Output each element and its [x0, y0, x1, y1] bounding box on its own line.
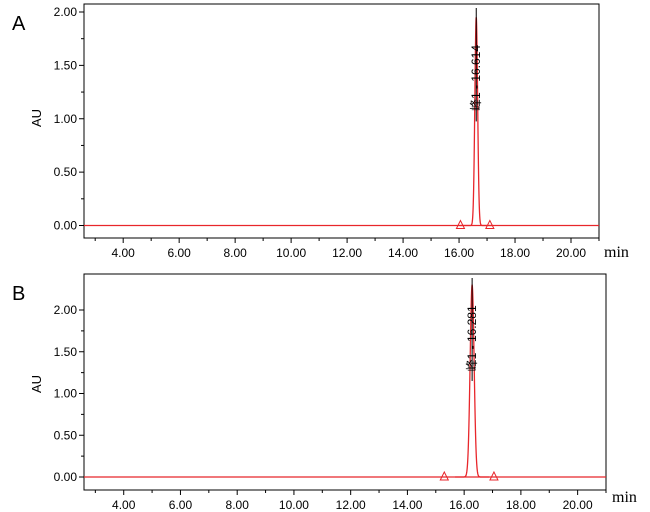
x-tick-label: 18.00 — [506, 498, 536, 512]
chromatogram-panel-a: A 0.00 0.50 1.00 1.50 2.00 4.00 6.00 8.00 10.00 12… — [12, 3, 629, 261]
x-tick-label: 12.00 — [336, 498, 366, 512]
y-tick-label: 1.00 — [54, 387, 78, 401]
plot-frame — [83, 273, 607, 491]
y-tick-label: 0.00 — [54, 219, 78, 233]
integration-marker — [485, 219, 495, 229]
x-tick-label: 20.00 — [556, 246, 586, 260]
x-tick-label: 4.00 — [112, 498, 136, 512]
y-tick-label: 1.50 — [54, 345, 78, 359]
x-tick-label: 16.00 — [449, 498, 479, 512]
x-tick-label: 20.00 — [563, 498, 593, 512]
x-unit-label: min — [612, 489, 637, 506]
x-tick-label: 12.00 — [332, 246, 362, 260]
panel-letter: A — [12, 13, 26, 35]
x-tick-label: 10.00 — [279, 498, 309, 512]
x-tick-label: 16.00 — [444, 246, 474, 260]
x-tick-label: 18.00 — [500, 246, 530, 260]
x-unit-label: min — [604, 244, 629, 261]
x-tick-label: 14.00 — [388, 246, 418, 260]
peak-label: 峰1 - 16.281 — [465, 305, 479, 371]
integration-marker — [489, 470, 499, 481]
y-tick-label: 2.00 — [54, 5, 78, 19]
y-tick-label: 0.50 — [54, 428, 78, 442]
integration-marker — [439, 470, 450, 481]
x-tick-label: 6.00 — [167, 246, 191, 260]
y-tick-label: 0.50 — [54, 165, 78, 179]
chromatogram-panel-b: B 0.00 0.50 1.00 1.50 2.00 4.00 6.00 8.00 10.00 12… — [12, 273, 637, 512]
y-axis-label: AU — [29, 375, 44, 393]
x-tick-label: 4.00 — [112, 246, 136, 260]
x-tick-label: 8.00 — [223, 246, 247, 260]
y-tick-label: 1.00 — [54, 112, 78, 126]
x-tick-label: 8.00 — [226, 498, 250, 512]
integration-marker — [455, 219, 466, 229]
y-tick-label: 2.00 — [54, 303, 78, 317]
y-tick-label: 0.00 — [54, 470, 78, 484]
y-axis-label: AU — [29, 109, 44, 127]
x-tick-label: 10.00 — [276, 246, 306, 260]
x-tick-label: 6.00 — [169, 498, 193, 512]
x-tick-label: 14.00 — [392, 498, 422, 512]
y-tick-label: 1.50 — [54, 58, 78, 72]
peak-label: 峰1 - 16.614 — [469, 45, 483, 111]
panel-letter: B — [12, 283, 25, 305]
plot-frame — [83, 3, 600, 239]
